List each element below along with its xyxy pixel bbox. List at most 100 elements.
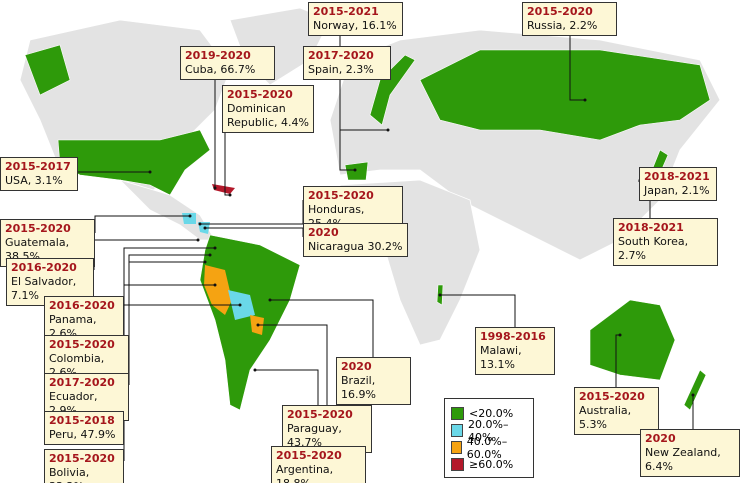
callout-label: Japan, 2.1% — [644, 184, 710, 197]
callout: 2015-2020 Russia, 2.2% — [522, 2, 617, 36]
legend-swatch — [451, 424, 463, 437]
callout-years: 2018-2021 — [618, 221, 684, 234]
callout-label: Malawi, 13.1% — [480, 344, 522, 371]
leader-dot — [386, 128, 390, 132]
leader-dot — [203, 226, 207, 230]
leader-line — [569, 34, 585, 101]
leader-line — [440, 294, 516, 327]
guatemala — [182, 213, 196, 224]
callout-label: New Zealand, 6.4% — [645, 446, 721, 473]
callout-years: 2015-2020 — [527, 5, 593, 18]
callout-label: Peru, 47.9% — [49, 428, 116, 441]
callout: 2020 Nicaragua 30.2% — [303, 223, 408, 257]
callout-label: Spain, 2.3% — [308, 63, 374, 76]
leader-line — [205, 227, 304, 237]
leader-dot — [256, 323, 260, 327]
legend-label: ≥60.0% — [469, 458, 514, 471]
leader-dot — [268, 298, 272, 302]
leader-dot — [618, 333, 622, 337]
leader-line — [128, 254, 210, 347]
leader-line — [339, 78, 355, 171]
leader-dot — [238, 303, 242, 307]
callout-years: 2015-2018 — [49, 414, 115, 427]
callout-label: Brazil, 16.9% — [341, 374, 376, 401]
alaska — [24, 44, 71, 96]
callout: 2015-2021 Norway, 16.1% — [308, 2, 403, 36]
callout-years: 2015-2020 — [49, 452, 115, 465]
callout-label: USA, 3.1% — [5, 174, 63, 187]
callout-years: 2016-2020 — [49, 299, 115, 312]
callout: 1998-2016 Malawi, 13.1% — [475, 327, 555, 375]
russia — [419, 49, 711, 141]
leader-line — [123, 284, 215, 423]
callout-label: Argentina, 18.8% — [276, 463, 334, 483]
legend-label: <20.0% — [469, 407, 514, 420]
south-america — [199, 234, 301, 411]
callout-years: 2015-2020 — [276, 449, 342, 462]
leader-dot — [203, 260, 207, 264]
callout: 2020 Brazil, 16.9% — [336, 357, 411, 405]
cuba — [212, 184, 235, 194]
leader-dot — [148, 170, 152, 174]
callout-years: 2017-2020 — [308, 49, 374, 62]
callout-years: 2020 — [645, 432, 676, 445]
callout-label: El Salvador, 7.1% — [11, 275, 77, 302]
callout: 2015-2018 Peru, 47.9% — [44, 411, 124, 445]
peru — [204, 265, 232, 315]
leader-line — [94, 215, 190, 233]
new-zealand — [683, 369, 707, 411]
callout-label: Russia, 2.2% — [527, 19, 598, 32]
callout-years: 2015-2020 — [287, 408, 353, 421]
callout: 2020 New Zealand, 6.4% — [640, 429, 740, 477]
callout-years: 2015-2020 — [579, 390, 645, 403]
callout: 2018-2021 Japan, 2.1% — [639, 167, 717, 201]
callout-label: Nicaragua 30.2% — [308, 240, 403, 253]
callout-years: 2015-2020 — [227, 88, 293, 101]
callout-label: Australia, 5.3% — [579, 404, 632, 431]
legend-swatch — [451, 458, 464, 471]
callout-years: 2019-2020 — [185, 49, 251, 62]
legend-label: 20.0%–40% — [468, 417, 509, 444]
callout: 2015-2020 Dominican Republic, 4.4% — [222, 85, 314, 133]
legend-item: ≥60.0% — [451, 456, 527, 473]
leader-line — [128, 261, 205, 385]
callout-years: 2017-2020 — [49, 376, 115, 389]
legend-item: 20.0%–40% — [451, 418, 527, 444]
leader-line — [224, 130, 230, 196]
leader-dot — [583, 98, 587, 102]
callout: 2015-2020 Paraguay, 43.7% — [282, 405, 372, 453]
callout-years: 2016-2020 — [11, 261, 77, 274]
leader-dot — [198, 222, 202, 226]
callout-years: 2015-2020 — [308, 189, 374, 202]
callout-years: 2015-2021 — [313, 5, 379, 18]
legend-swatch — [451, 441, 462, 454]
callout-years: 2020 — [308, 226, 339, 239]
callout-years: 2020 — [341, 360, 372, 373]
callout-label: Paraguay, 43.7% — [287, 422, 342, 449]
callout-years: 2015-2017 — [5, 160, 71, 173]
leader-dot — [691, 393, 695, 397]
leader-dot — [228, 193, 232, 197]
leader-dot — [208, 253, 212, 257]
leader-dot — [253, 368, 257, 372]
callout-years: 2015-2020 — [49, 338, 115, 351]
callout: 2017-2020 Spain, 2.3% — [303, 46, 391, 80]
legend-swatch — [451, 407, 464, 420]
callout: 2019-2020 Cuba, 66.7% — [180, 46, 275, 80]
callout-years: 2015-2020 — [5, 222, 71, 235]
callout: 2018-2021 South Korea, 2.7% — [613, 218, 718, 266]
leader-dot — [213, 186, 217, 190]
callout-label: Dominican Republic, 4.4% — [227, 102, 309, 129]
norway — [369, 54, 416, 126]
callout-label: South Korea, 2.7% — [618, 235, 689, 262]
legend-label: 40.0%–60.0% — [466, 434, 508, 461]
leader-dot — [188, 214, 192, 218]
leader-dot — [196, 238, 200, 242]
legend-item: <20.0% — [451, 405, 527, 422]
callout-years: 2018-2021 — [644, 170, 710, 183]
leader-line — [200, 200, 304, 225]
